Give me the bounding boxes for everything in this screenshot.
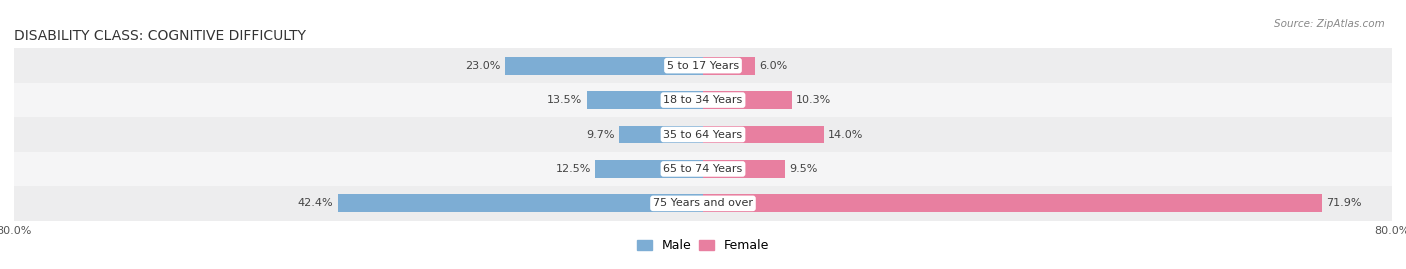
Bar (337, 194, 703, 212)
Bar (505, 57, 703, 75)
Text: 18 to 34 Years: 18 to 34 Years (664, 95, 742, 105)
Text: 75 Years and over: 75 Years and over (652, 198, 754, 208)
Bar (14, 186, 1392, 221)
Text: Source: ZipAtlas.com: Source: ZipAtlas.com (1274, 19, 1385, 29)
Text: 6.0%: 6.0% (759, 61, 787, 71)
Bar (703, 160, 785, 178)
Text: 5 to 17 Years: 5 to 17 Years (666, 61, 740, 71)
Text: 13.5%: 13.5% (547, 95, 582, 105)
Bar (703, 194, 1322, 212)
Bar (14, 152, 1392, 186)
Bar (14, 83, 1392, 117)
Text: 71.9%: 71.9% (1326, 198, 1362, 208)
Text: 12.5%: 12.5% (555, 164, 591, 174)
Bar (14, 117, 1392, 152)
Text: 9.7%: 9.7% (586, 129, 616, 140)
Text: 10.3%: 10.3% (796, 95, 831, 105)
Bar (586, 91, 703, 109)
Text: 23.0%: 23.0% (465, 61, 501, 71)
Text: 35 to 64 Years: 35 to 64 Years (664, 129, 742, 140)
Text: 65 to 74 Years: 65 to 74 Years (664, 164, 742, 174)
Bar (14, 48, 1392, 83)
Bar (620, 126, 703, 143)
Legend: Male, Female: Male, Female (637, 239, 769, 252)
Bar (703, 91, 792, 109)
Text: DISABILITY CLASS: COGNITIVE DIFFICULTY: DISABILITY CLASS: COGNITIVE DIFFICULTY (14, 29, 307, 43)
Bar (703, 126, 824, 143)
Bar (703, 57, 755, 75)
Text: 14.0%: 14.0% (828, 129, 863, 140)
Bar (595, 160, 703, 178)
Text: 9.5%: 9.5% (789, 164, 817, 174)
Text: 42.4%: 42.4% (298, 198, 333, 208)
